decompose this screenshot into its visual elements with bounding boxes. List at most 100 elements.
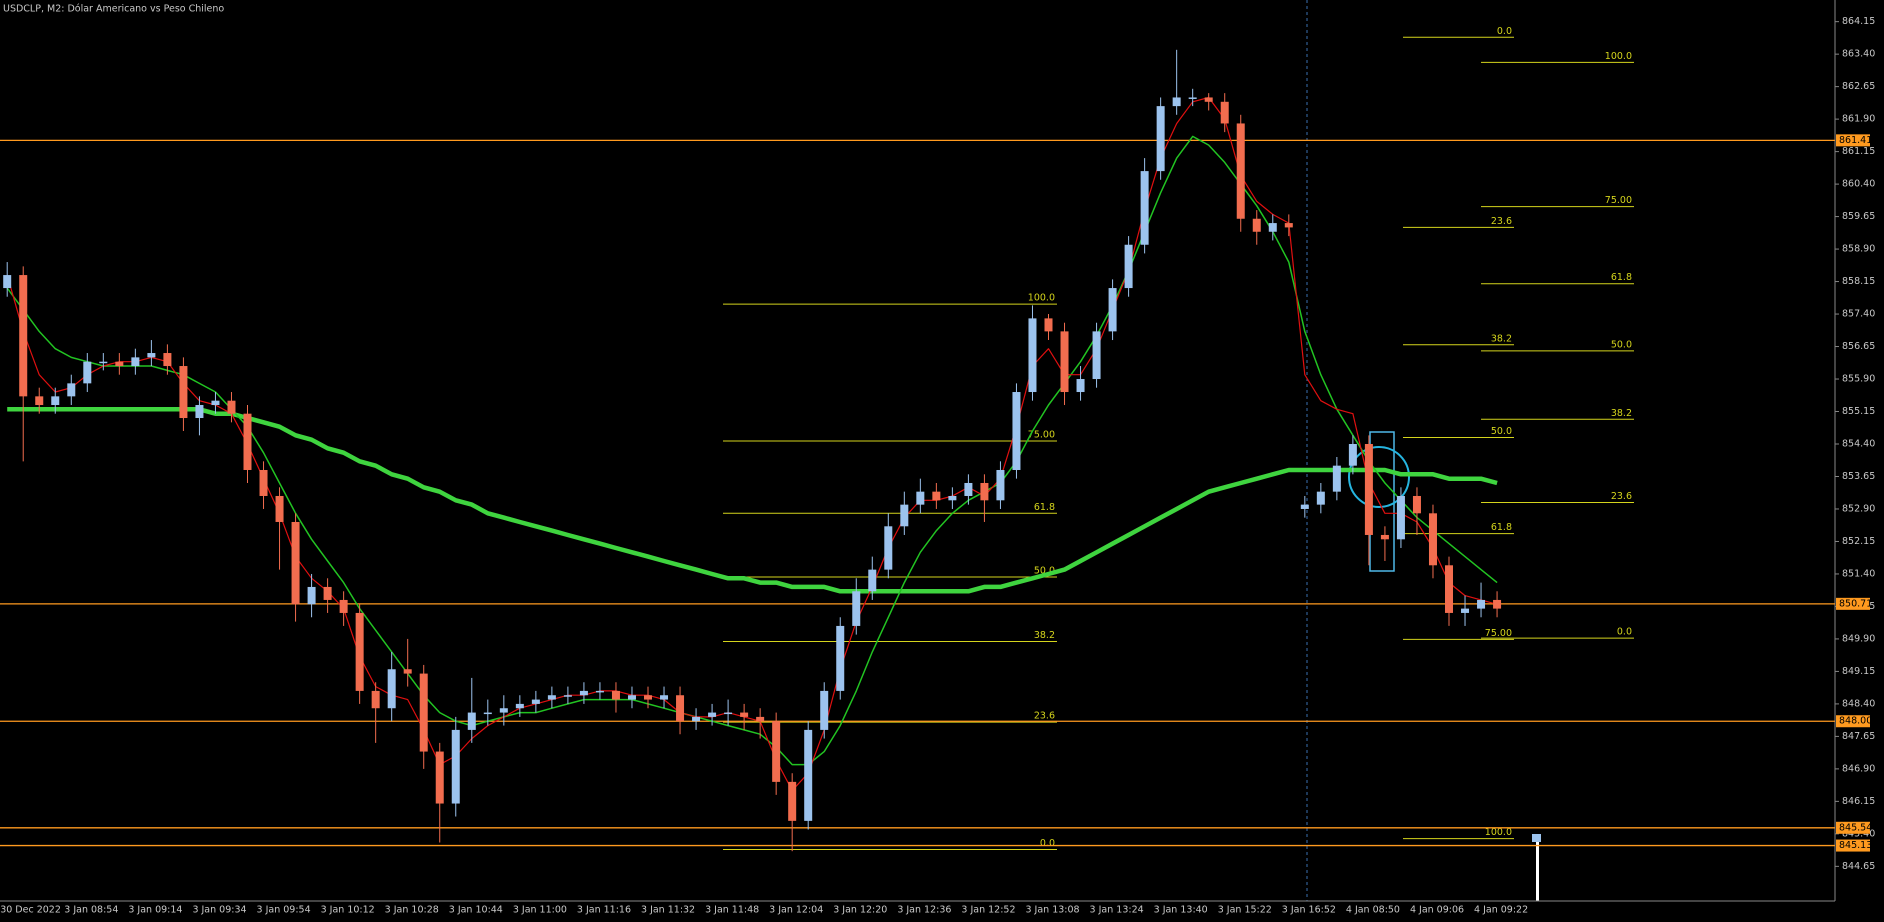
candle-body <box>67 383 76 397</box>
level-label: 861.41 <box>1839 135 1872 146</box>
fib-label: 61.8 <box>1034 502 1055 513</box>
candle-body <box>1493 599 1502 609</box>
candle-body <box>275 495 284 522</box>
candle-body <box>644 695 652 700</box>
candle-body <box>611 690 620 700</box>
candle-body <box>83 361 92 384</box>
candle-body <box>1380 534 1389 540</box>
candle-body <box>291 521 300 605</box>
candle-body <box>1348 444 1357 466</box>
fib-label: 38.2 <box>1491 333 1512 344</box>
candle-body <box>1204 97 1213 102</box>
candle-body <box>996 469 1005 501</box>
candle-body <box>147 353 156 358</box>
candle-body <box>403 669 412 674</box>
x-tick-label: 30 Dec 2022 <box>0 905 61 916</box>
y-tick-label: 861.15 <box>1842 146 1875 157</box>
candle-body <box>1477 599 1486 609</box>
candle-body <box>51 396 60 406</box>
level-tag <box>1836 821 1870 834</box>
candle-body <box>1140 171 1149 245</box>
candle-body <box>1300 504 1309 509</box>
candle-body <box>195 405 204 419</box>
candle-body <box>740 712 749 717</box>
x-tick-label: 3 Jan 15:22 <box>1218 905 1272 916</box>
candle-body <box>1268 223 1277 232</box>
y-tick-label: 858.90 <box>1842 244 1875 255</box>
y-tick-label: 857.40 <box>1842 309 1875 320</box>
y-tick-label: 861.90 <box>1842 114 1875 125</box>
candle-body <box>932 491 941 501</box>
x-tick-label: 3 Jan 11:48 <box>705 905 759 916</box>
fib-label: 61.8 <box>1491 522 1512 533</box>
y-tick-label: 862.65 <box>1842 81 1875 92</box>
x-tick-label: 3 Jan 12:20 <box>833 905 887 916</box>
candle-body <box>451 729 460 804</box>
candle-body <box>595 690 604 693</box>
y-tick-label: 852.15 <box>1842 536 1875 547</box>
fib-label: 75.00 <box>1485 628 1512 639</box>
fib-label: 100.0 <box>1605 51 1632 62</box>
candle-body <box>579 690 588 696</box>
candle-body <box>515 703 524 709</box>
level-label: 850.71 <box>1839 598 1872 609</box>
fib-label: 75.00 <box>1605 195 1632 206</box>
y-tick-label: 846.15 <box>1842 796 1875 807</box>
candle-body <box>211 400 220 406</box>
y-tick-label: 849.15 <box>1842 666 1875 677</box>
candle-body <box>1412 495 1421 514</box>
fib-label: 23.6 <box>1034 711 1055 722</box>
candle-body <box>900 504 909 527</box>
y-tick-label: 855.90 <box>1842 374 1875 385</box>
fib-label: 0.0 <box>1617 627 1632 638</box>
candle-body <box>708 712 717 717</box>
candle-body <box>19 275 28 397</box>
candle-body <box>3 275 12 289</box>
y-tick-label: 859.65 <box>1842 211 1875 222</box>
candle-body <box>419 673 428 752</box>
candle-body <box>1316 491 1325 505</box>
x-tick-label: 3 Jan 12:52 <box>961 905 1015 916</box>
candle-body <box>1172 97 1181 107</box>
fib-label: 100.0 <box>1028 293 1055 304</box>
candle-body <box>563 695 572 697</box>
y-tick-label: 864.15 <box>1842 16 1875 27</box>
fib-label: 0.0 <box>1497 26 1512 37</box>
candle-body <box>467 712 476 730</box>
x-tick-label: 4 Jan 09:22 <box>1474 905 1528 916</box>
y-tick-label: 863.40 <box>1842 49 1875 60</box>
y-tick-label: 848.40 <box>1842 698 1875 709</box>
candle-body <box>163 353 172 367</box>
candle-body <box>483 712 492 715</box>
fib-label: 61.8 <box>1611 272 1632 283</box>
candle-body <box>660 695 669 700</box>
x-tick-label: 3 Jan 11:32 <box>641 905 695 916</box>
candle-body <box>99 361 108 364</box>
x-tick-label: 3 Jan 13:40 <box>1154 905 1208 916</box>
candle-body <box>980 482 989 501</box>
candle-body <box>836 625 845 691</box>
x-tick-label: 3 Jan 09:54 <box>257 905 311 916</box>
candle-body <box>259 469 268 496</box>
y-tick-label: 845.40 <box>1842 828 1875 839</box>
candle-body <box>868 569 877 592</box>
y-tick-label: 856.65 <box>1842 341 1875 352</box>
x-tick-label: 3 Jan 10:28 <box>385 905 439 916</box>
candle-body <box>1252 218 1261 232</box>
indicator-line <box>6 135 1498 766</box>
candle-body <box>179 366 188 419</box>
candle-body <box>1364 444 1373 535</box>
candle-body <box>115 361 124 367</box>
y-tick-label: 858.15 <box>1842 276 1875 287</box>
candle-body <box>1284 223 1293 228</box>
candle-body <box>387 669 396 709</box>
candle-body <box>788 781 797 821</box>
y-tick-label: 844.65 <box>1842 861 1875 872</box>
candle-body <box>1044 318 1053 332</box>
candle-body <box>1445 565 1453 613</box>
candle-body <box>35 396 44 406</box>
candle-body <box>371 690 380 709</box>
candle-body <box>724 712 733 715</box>
